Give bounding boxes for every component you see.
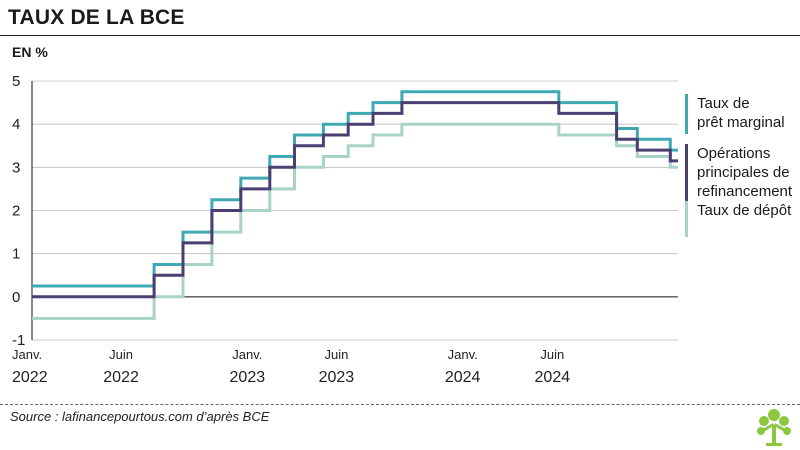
legend-swatch (685, 201, 688, 237)
y-tick-label: 5 (12, 73, 20, 90)
x-tick-label-year: 2024 (445, 369, 481, 386)
y-tick-label: 3 (12, 159, 20, 176)
footer-divider (0, 404, 800, 405)
x-tick-label-month: Janv. (448, 347, 478, 362)
legend-label: Taux de prêt marginal (697, 95, 785, 131)
x-tick-label-month: Janv. (232, 347, 262, 362)
chart-area: 543210-1Janv.2022Juin2022Janv.2023Juin20… (12, 73, 678, 386)
legend-label: Opérations principales de refinancement (697, 145, 793, 200)
page-title: TAUX DE LA BCE (8, 6, 185, 29)
y-tick-label: 4 (12, 116, 20, 133)
series-line-2 (32, 122, 678, 320)
title-divider (0, 35, 800, 36)
legend-swatch (685, 94, 688, 134)
legend-item: Opérations principales de refinancement (685, 144, 793, 202)
legend-item: Taux de prêt marginal (685, 94, 785, 134)
x-tick-label-year: 2022 (103, 369, 139, 386)
x-tick-label-year: 2023 (319, 369, 355, 386)
series-line-0 (32, 90, 678, 288)
y-tick-label: 1 (12, 246, 20, 263)
tree-icon (757, 409, 791, 446)
x-tick-label-month: Janv. (12, 347, 42, 362)
y-tick-label: 2 (12, 203, 20, 220)
x-tick-label-month: Juin (540, 347, 564, 362)
legend-item: Taux de dépôt (685, 201, 792, 237)
x-tick-label-month: Juin (109, 347, 133, 362)
x-tick-label-year: 2024 (535, 369, 571, 386)
legend-swatch (685, 144, 688, 202)
y-tick-label: -1 (12, 332, 25, 349)
series-line-1 (32, 101, 678, 299)
x-tick-label-year: 2022 (12, 369, 48, 386)
y-axis-unit-label: EN % (12, 44, 48, 60)
x-tick-label-year: 2023 (230, 369, 266, 386)
y-tick-label: 0 (12, 289, 20, 306)
legend-label: Taux de dépôt (697, 202, 792, 219)
source-note: Source : lafinancepourtous.com d’après B… (10, 409, 270, 424)
x-tick-label-month: Juin (324, 347, 348, 362)
